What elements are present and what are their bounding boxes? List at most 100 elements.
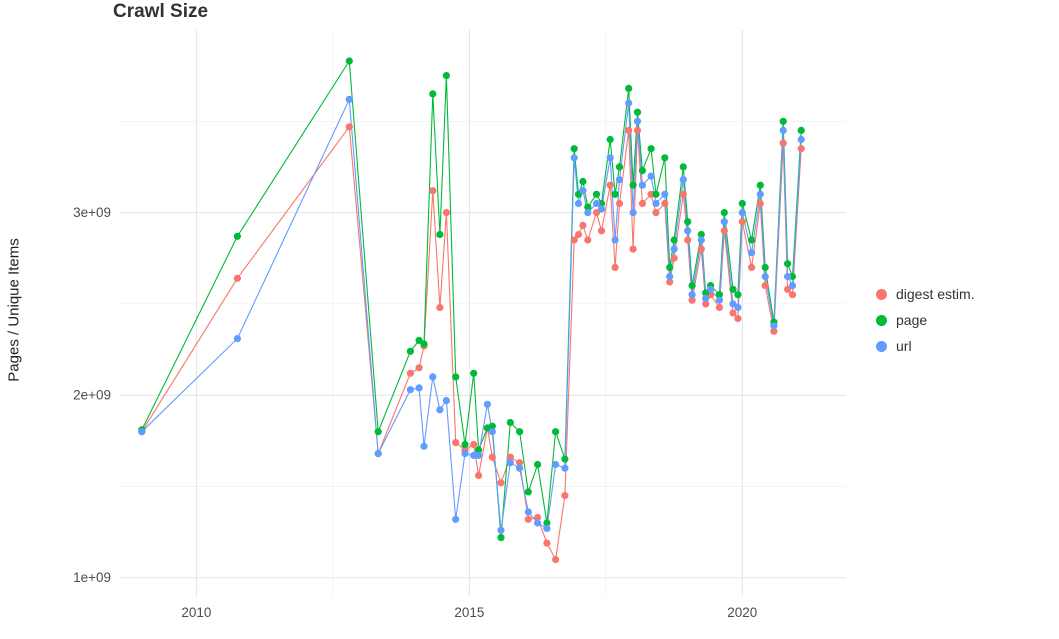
legend-item-page: page <box>876 312 975 328</box>
data-point-url <box>707 285 715 293</box>
data-point-url <box>461 450 469 458</box>
data-point-digest-estim <box>345 123 353 131</box>
data-point-digest-estim <box>684 236 692 244</box>
data-point-url <box>720 218 728 226</box>
data-point-digest-estim <box>452 439 460 447</box>
data-point-url <box>442 397 450 405</box>
data-point-digest-estim <box>788 291 797 299</box>
data-point-page <box>570 145 578 153</box>
data-point-url <box>233 335 241 343</box>
data-point-page <box>524 488 532 496</box>
data-point-digest-estim <box>415 364 423 372</box>
data-point-url <box>506 459 514 467</box>
data-point-page <box>436 230 444 239</box>
data-point-url <box>615 176 624 184</box>
data-point-url <box>611 236 619 244</box>
x-tick-label: 2010 <box>181 605 211 620</box>
data-point-url <box>638 181 647 189</box>
legend-dot-icon <box>876 340 887 352</box>
y-tick-label: 3e+09 <box>73 205 111 220</box>
data-point-url <box>579 187 587 195</box>
data-point-digest-estim <box>506 453 514 461</box>
data-point-digest-estim <box>633 126 642 134</box>
data-point-page <box>579 177 587 186</box>
data-point-url <box>552 460 560 469</box>
data-point-digest-estim <box>570 236 578 244</box>
data-point-page <box>652 190 660 198</box>
y-tick-label: 2e+09 <box>73 388 111 403</box>
data-point-url <box>788 282 797 290</box>
data-point-digest-estim <box>524 515 532 523</box>
data-point-page <box>734 291 742 299</box>
series-line-url <box>141 97 802 531</box>
legend-dot-icon <box>876 288 887 300</box>
data-point-url <box>784 272 792 281</box>
data-point-url <box>679 176 687 184</box>
data-point-url <box>629 209 637 217</box>
data-point-page <box>429 90 437 98</box>
data-point-digest-estim <box>615 199 624 208</box>
data-point-digest-estim <box>233 274 241 282</box>
data-point-page <box>647 145 655 153</box>
data-point-url <box>633 117 642 125</box>
data-point-url <box>574 199 583 208</box>
data-point-digest-estim <box>606 181 614 189</box>
data-point-page <box>606 135 614 144</box>
data-point-digest-estim <box>584 236 592 244</box>
data-point-page <box>552 428 560 436</box>
x-tick-label: 2015 <box>454 605 484 620</box>
data-point-digest-estim <box>629 245 637 253</box>
data-point-url <box>584 209 592 217</box>
data-point-page <box>584 203 592 211</box>
data-point-page <box>233 232 241 240</box>
data-point-url <box>715 296 724 304</box>
legend-label: url <box>896 338 912 354</box>
data-point-digest-estim <box>666 278 674 286</box>
data-point-digest-estim <box>516 459 524 467</box>
data-point-page <box>592 190 601 198</box>
data-point-url <box>475 451 483 459</box>
data-point-digest-estim <box>592 209 601 217</box>
data-point-page <box>779 117 787 125</box>
data-point-page <box>561 455 569 463</box>
data-point-page <box>679 163 687 171</box>
data-point-page <box>406 347 414 355</box>
data-point-page <box>684 218 692 226</box>
data-point-digest-estim <box>579 221 587 229</box>
data-point-page <box>470 369 478 377</box>
data-point-page <box>497 534 505 542</box>
y-axis-label: Pages / Unique Items <box>5 238 23 382</box>
data-point-page <box>688 282 696 290</box>
data-point-page <box>611 190 619 198</box>
data-point-page <box>715 291 724 299</box>
data-point-url <box>684 227 692 235</box>
data-point-page <box>442 72 450 80</box>
data-point-url <box>429 373 437 381</box>
data-point-page <box>697 230 705 239</box>
data-point-digest-estim <box>470 440 478 449</box>
data-point-digest-estim <box>625 126 633 134</box>
data-point-page <box>597 199 606 208</box>
data-point-digest-estim <box>561 492 569 500</box>
data-point-url <box>452 515 460 523</box>
data-point-digest-estim <box>429 187 437 195</box>
legend: digest estim. page url <box>876 286 975 354</box>
data-point-url <box>483 400 491 408</box>
data-point-digest-estim <box>756 199 764 208</box>
data-point-url <box>345 95 353 103</box>
data-point-url <box>497 526 505 534</box>
data-point-page <box>534 460 542 469</box>
data-point-url <box>661 190 669 198</box>
data-point-digest-estim <box>738 218 746 226</box>
data-point-page <box>461 440 469 449</box>
data-point-digest-estim <box>729 309 737 317</box>
data-point-url <box>688 291 696 299</box>
data-point-url <box>670 245 678 253</box>
data-point-page <box>615 163 624 171</box>
data-point-digest-estim <box>748 263 756 271</box>
data-point-digest-estim <box>715 303 724 312</box>
data-point-url <box>756 190 764 198</box>
data-point-url <box>738 209 746 217</box>
data-point-digest-estim <box>679 190 687 198</box>
data-point-url <box>138 428 146 436</box>
